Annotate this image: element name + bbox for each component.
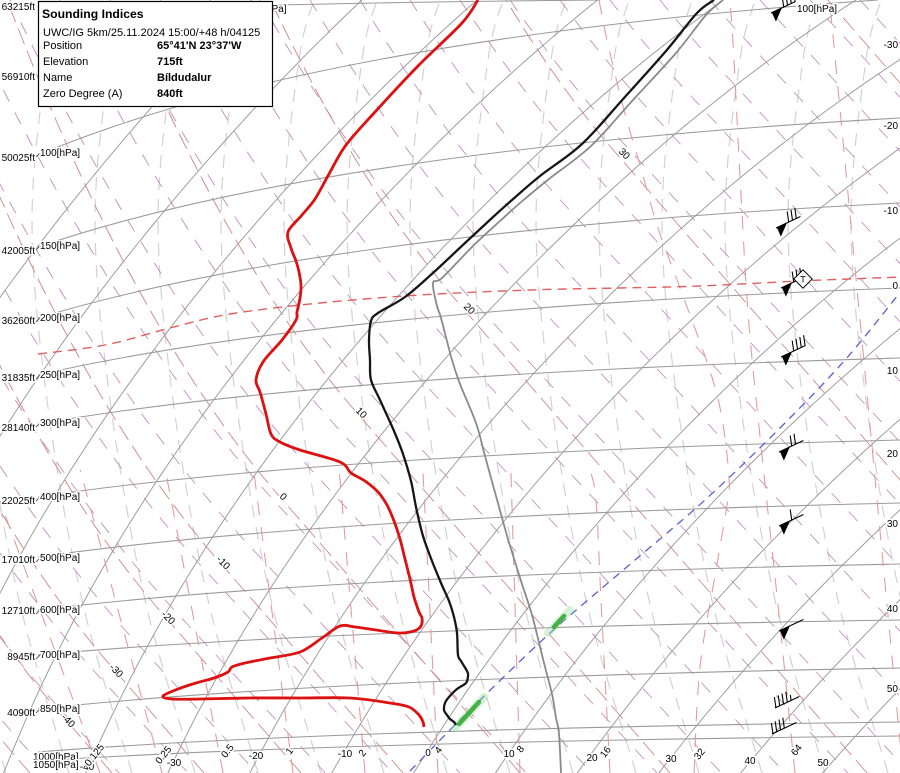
svg-text:100[hPa]: 100[hPa]	[40, 148, 80, 159]
svg-text:8945ft: 8945ft	[7, 652, 35, 663]
svg-text:50025ft: 50025ft	[2, 153, 36, 164]
svg-text:150[hPa]: 150[hPa]	[40, 241, 80, 252]
svg-text:Zero Degree (A): Zero Degree (A)	[43, 88, 122, 100]
svg-text:40: 40	[887, 604, 899, 615]
svg-text:36260ft: 36260ft	[2, 316, 36, 327]
svg-text:-30: -30	[167, 758, 182, 769]
svg-text:20: 20	[586, 753, 598, 764]
svg-text:63215ft: 63215ft	[2, 2, 36, 13]
svg-text:250[hPa]: 250[hPa]	[40, 370, 80, 381]
svg-text:-40: -40	[80, 762, 95, 773]
svg-text:10: 10	[887, 366, 899, 377]
svg-text:50: 50	[817, 758, 829, 769]
svg-text:40: 40	[744, 756, 756, 767]
svg-text:-20: -20	[884, 121, 899, 132]
svg-text:20: 20	[887, 449, 899, 460]
svg-text:840ft: 840ft	[157, 88, 183, 100]
svg-text:30: 30	[887, 519, 899, 530]
svg-text:56910ft: 56910ft	[2, 72, 36, 83]
svg-text:Sounding Indices: Sounding Indices	[42, 7, 144, 21]
svg-text:Bíldudalur: Bíldudalur	[157, 72, 212, 84]
svg-text:-10: -10	[338, 749, 353, 760]
svg-text:Position: Position	[43, 40, 82, 52]
svg-text:0: 0	[892, 281, 898, 292]
svg-text:4090ft: 4090ft	[7, 708, 35, 719]
svg-text:28140ft: 28140ft	[2, 423, 36, 434]
svg-text:715ft: 715ft	[157, 56, 183, 68]
svg-text:1000[hPa]: 1000[hPa]	[33, 752, 79, 763]
svg-text:600[hPa]: 600[hPa]	[40, 605, 80, 616]
svg-text:-20: -20	[249, 751, 264, 762]
svg-text:42005ft: 42005ft	[2, 246, 36, 257]
svg-text:-10: -10	[884, 206, 899, 217]
svg-text:12710ft: 12710ft	[2, 606, 36, 617]
svg-text:30: 30	[665, 754, 677, 765]
svg-text:400[hPa]: 400[hPa]	[40, 492, 80, 503]
svg-text:1050[hPa]: 1050[hPa]	[33, 760, 79, 771]
svg-text:UWC/IG 5km/25.11.2024 15:00/+4: UWC/IG 5km/25.11.2024 15:00/+48 h/04125	[43, 27, 260, 39]
svg-text:0: 0	[425, 748, 431, 759]
svg-text:10: 10	[503, 749, 515, 760]
svg-text:Elevation: Elevation	[43, 56, 88, 68]
svg-text:500[hPa]: 500[hPa]	[40, 553, 80, 564]
svg-text:Name: Name	[43, 72, 72, 84]
svg-text:200[hPa]: 200[hPa]	[40, 313, 80, 324]
svg-text:700[hPa]: 700[hPa]	[40, 650, 80, 661]
svg-text:T: T	[800, 275, 806, 285]
svg-text:22025ft: 22025ft	[2, 496, 36, 507]
svg-text:31835ft: 31835ft	[2, 373, 36, 384]
svg-text:17010ft: 17010ft	[2, 555, 36, 566]
svg-text:850[hPa]: 850[hPa]	[40, 704, 80, 715]
svg-text:300[hPa]: 300[hPa]	[40, 418, 80, 429]
svg-text:50: 50	[887, 684, 899, 695]
svg-text:65°41'N 23°37'W: 65°41'N 23°37'W	[157, 40, 242, 52]
svg-text:100[hPa]: 100[hPa]	[797, 4, 837, 15]
svg-text:-30: -30	[884, 40, 899, 51]
